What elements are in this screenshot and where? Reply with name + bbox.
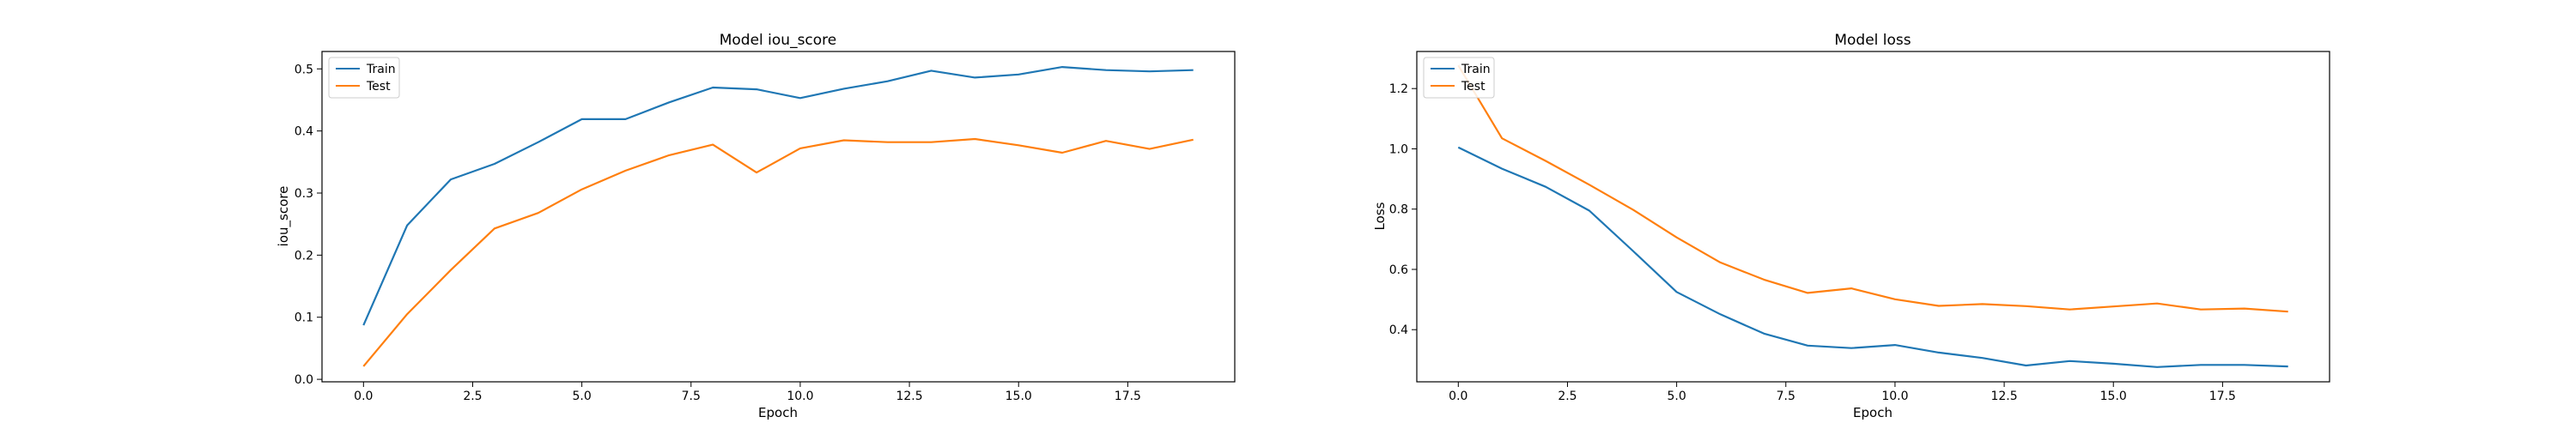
series-line-test [362, 137, 1194, 367]
x-tick-label: 2.5 [1558, 390, 1577, 403]
x-tick-label: 15.0 [1005, 390, 1032, 403]
legend-box [328, 57, 400, 99]
legend-label-test: Test [1461, 80, 1485, 94]
legend: Train Test [1423, 57, 1495, 99]
y-tick-label: 0.1 [295, 311, 313, 325]
y-tick-label: 1.0 [1389, 142, 1408, 156]
iou-score-chart: 0.0 2.5 5.0 7.5 10.0 12.5 15.0 17.5 0.00.10.20.… [276, 32, 1236, 420]
legend-label-train: Train [366, 63, 396, 76]
x-tick-label: 12.5 [896, 390, 922, 403]
x-tick-label: 5.0 [572, 390, 591, 403]
axes-frame [1416, 51, 2330, 383]
series-line-train [362, 65, 1194, 326]
x-axis-ticks: 0.0 2.5 5.0 7.5 10.0 12.5 15.0 17.5 [1449, 382, 2236, 403]
y-axis-label: Loss [1372, 202, 1388, 230]
x-tick-label: 2.5 [463, 390, 482, 403]
legend-label-test: Test [366, 80, 391, 94]
plot-area [1417, 51, 2330, 382]
x-axis-ticks: 0.0 2.5 5.0 7.5 10.0 12.5 15.0 17.5 [354, 382, 1141, 403]
y-axis-label: iou_score [276, 186, 292, 247]
series-line-train [1457, 146, 2288, 368]
axes-frame [321, 51, 1236, 383]
y-axis-ticks: 0.0 0.1 0.2 0.3 0.4 0.5 [295, 63, 322, 387]
x-tick-label: 7.5 [682, 390, 701, 403]
x-tick-label: 17.5 [2209, 390, 2236, 403]
y-tick-label: 0.8 [1389, 203, 1408, 217]
y-tick-label: 0.4 [295, 125, 313, 139]
series-line-test [1457, 64, 2288, 313]
x-tick-label: 12.5 [1990, 390, 2017, 403]
x-tick-label: 10.0 [1881, 390, 1908, 403]
y-tick-label: 0.4 [1389, 323, 1408, 337]
y-tick-label: 0.0 [295, 373, 313, 387]
y-tick-label: 0.6 [1389, 263, 1408, 277]
y-tick-label: 0.5 [295, 63, 313, 76]
x-tick-label: 7.5 [1777, 390, 1795, 403]
plot-area [322, 51, 1235, 382]
legend-box [1423, 57, 1495, 99]
y-tick-label: 0.3 [295, 187, 313, 201]
y-tick-label: 0.2 [295, 249, 313, 263]
series-lines [1457, 64, 2288, 368]
y-axis-ticks: 0.4 0.6 0.8 1.0 1.2 [1389, 82, 1417, 337]
x-axis-label: Epoch [1853, 405, 1893, 420]
chart-title: Model iou_score [720, 32, 837, 49]
series-lines [362, 65, 1194, 367]
x-tick-label: 0.0 [354, 390, 373, 403]
loss-chart: 0.0 2.5 5.0 7.5 10.0 12.5 15.0 17.5 0.4 0.6 0.8 1.… [1372, 32, 2330, 420]
x-tick-label: 10.0 [787, 390, 813, 403]
x-tick-label: 17.5 [1115, 390, 1141, 403]
legend: Train Test [328, 57, 400, 99]
legend-label-train: Train [1461, 63, 1491, 76]
chart-title: Model loss [1834, 32, 1911, 49]
x-tick-label: 0.0 [1449, 390, 1467, 403]
x-tick-label: 15.0 [2100, 390, 2127, 403]
x-axis-label: Epoch [758, 405, 798, 420]
y-tick-label: 1.2 [1389, 82, 1408, 96]
x-tick-label: 5.0 [1667, 390, 1686, 403]
